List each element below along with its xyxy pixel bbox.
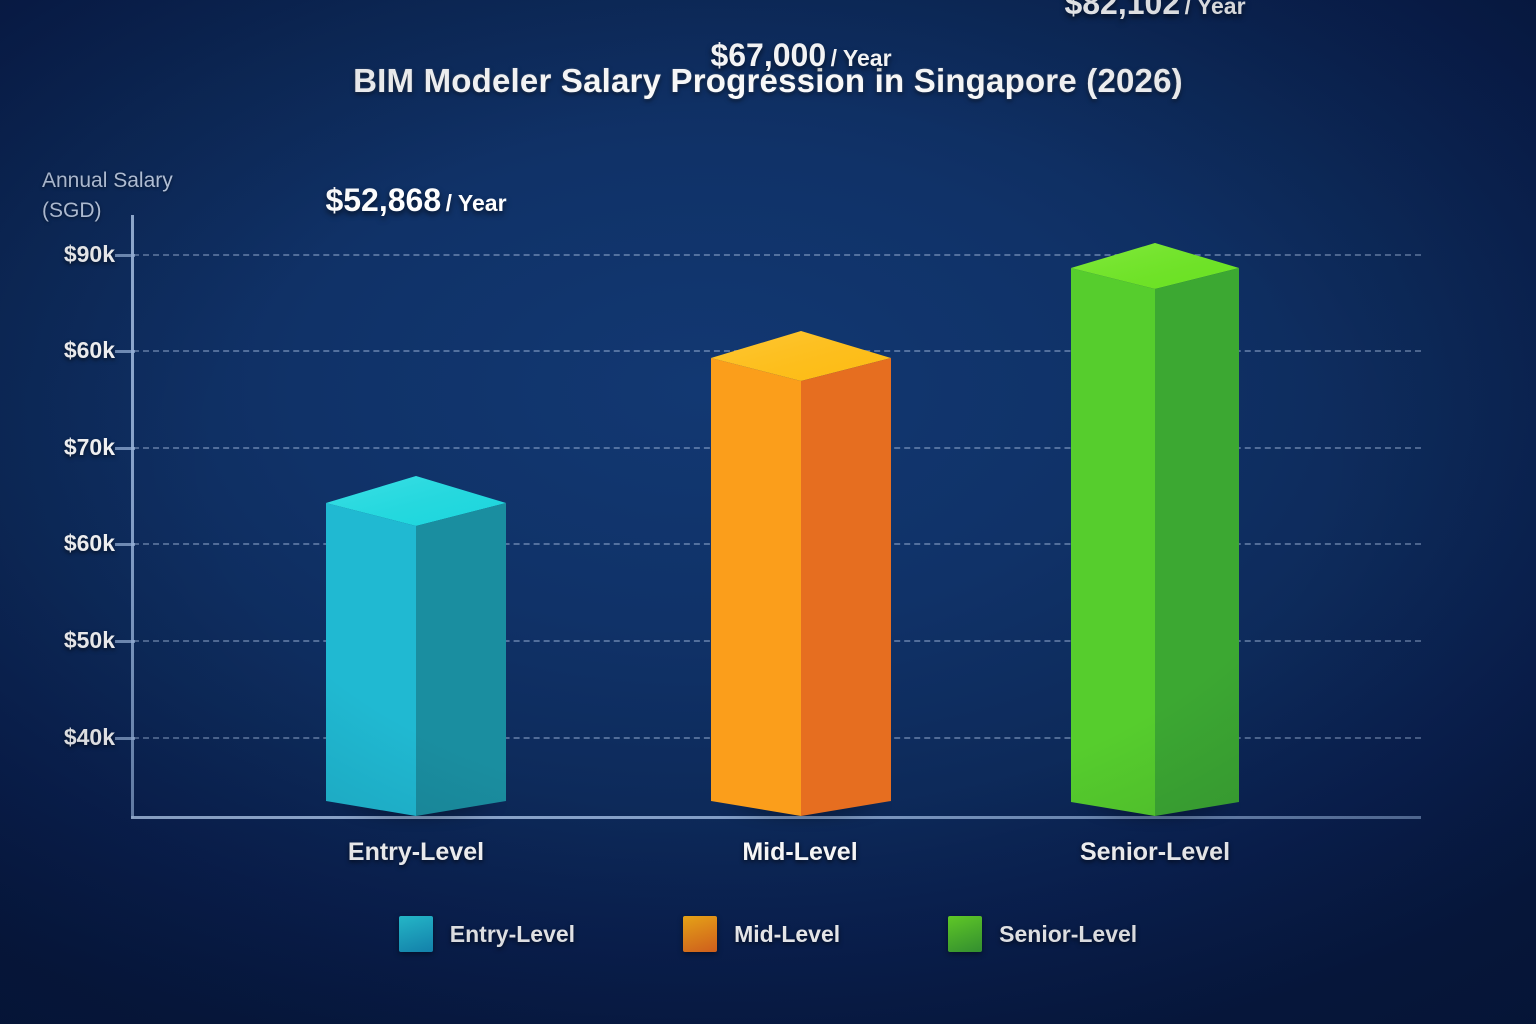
plot-area: $90k $60k $70k $60k $50k $40k xyxy=(64,0,1421,824)
value-suffix: / Year xyxy=(445,190,507,216)
legend-label: Entry-Level xyxy=(449,920,576,947)
value-suffix: / Year xyxy=(1184,0,1246,19)
bar-right-face xyxy=(801,358,891,816)
legend-item-entry-level[interactable]: Entry-Level xyxy=(398,916,576,952)
y-axis-tick xyxy=(115,543,135,546)
legend-item-mid-level[interactable]: Mid-Level xyxy=(683,916,840,952)
value-amount: $82,102 xyxy=(1064,0,1181,21)
bar-3d-shape-senior-level xyxy=(1071,243,1239,816)
y-axis-label: $60k xyxy=(63,337,115,363)
y-axis-label: $60k xyxy=(63,530,115,556)
x-axis-label-entry-level: Entry-Level xyxy=(347,838,485,866)
value-suffix: / Year xyxy=(830,45,892,71)
y-axis-tick xyxy=(115,350,135,353)
y-axis-label: $90k xyxy=(63,241,115,267)
legend-swatch-mid-level xyxy=(683,916,718,952)
y-axis-label: $50k xyxy=(63,627,115,653)
bar-left-face xyxy=(711,358,801,816)
y-axis-tick xyxy=(115,447,135,450)
y-axis-label: $40k xyxy=(63,724,115,750)
value-amount: $52,868 xyxy=(325,182,442,218)
x-axis-label-mid-level: Mid-Level xyxy=(742,838,858,866)
legend-label: Senior-Level xyxy=(999,920,1138,947)
y-axis-title-line2: (SGD) xyxy=(42,199,102,222)
x-axis-label-senior-level: Senior-Level xyxy=(1079,838,1231,866)
bar-3d-shape-mid-level xyxy=(711,331,891,816)
gridline xyxy=(133,254,1421,256)
bar-right-face xyxy=(416,503,506,816)
bar-mid-level[interactable] xyxy=(711,331,891,824)
value-label-mid-level: $67,000 / Year xyxy=(591,37,1011,74)
y-axis-tick xyxy=(115,640,135,643)
bar-entry-level[interactable] xyxy=(326,476,506,824)
legend-label: Mid-Level xyxy=(734,920,841,947)
legend-swatch-entry-level xyxy=(398,916,433,952)
y-axis-tick xyxy=(115,737,135,740)
y-axis-tick xyxy=(115,254,135,257)
bar-left-face xyxy=(326,503,416,816)
bar-senior-level[interactable] xyxy=(1071,243,1239,824)
y-axis-label: $70k xyxy=(63,434,115,460)
bar-left-face xyxy=(1071,268,1155,816)
legend-swatch-senior-level xyxy=(948,916,983,952)
y-axis-title: Annual Salary (SGD) xyxy=(42,166,222,226)
bar-right-face xyxy=(1155,268,1239,816)
legend: Entry-Level Mid-Level Senior-Level xyxy=(0,916,1536,952)
y-axis-title-line1: Annual Salary xyxy=(42,169,173,192)
x-axis-line xyxy=(131,816,1421,819)
y-axis-line xyxy=(131,215,134,818)
value-label-entry-level: $52,868 / Year xyxy=(206,182,626,219)
legend-item-senior-level[interactable]: Senior-Level xyxy=(948,916,1137,952)
value-label-senior-level: $82,102 / Year xyxy=(945,0,1365,22)
chart-title: BIM Modeler Salary Progression in Singap… xyxy=(353,62,1183,99)
value-amount: $67,000 xyxy=(710,37,827,73)
bar-3d-shape-entry-level xyxy=(326,476,506,816)
